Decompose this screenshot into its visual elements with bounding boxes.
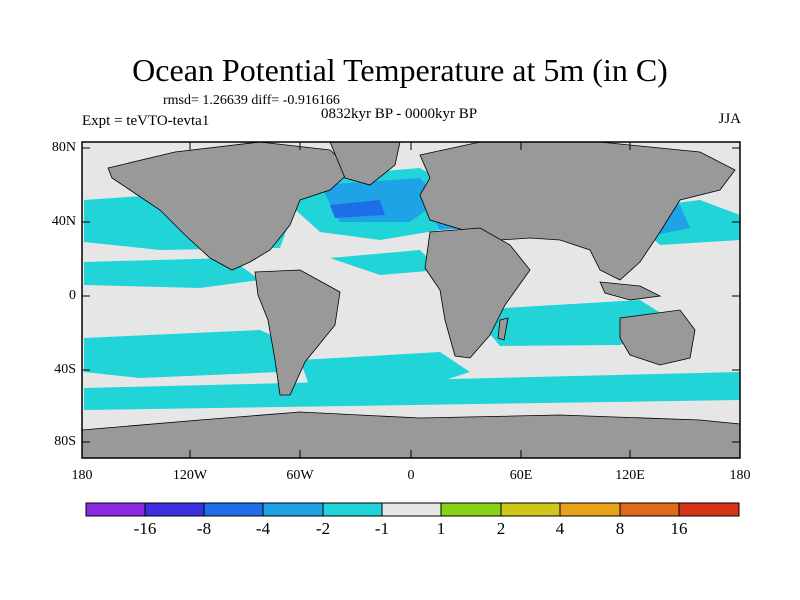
colorbar-box-6: [381, 502, 442, 517]
y-label-80s: 80S: [54, 434, 76, 449]
y-label-80n: 80N: [51, 140, 76, 155]
colorbar-label-5: -1: [374, 519, 390, 538]
equatorial-atlantic-cooling: [330, 250, 440, 275]
strongest-cooling-regions: [330, 200, 385, 218]
map-title: Ocean Potential Temperature at 5m (in C): [132, 52, 668, 88]
land-masses: [81, 141, 741, 459]
colorbar-box-9: [559, 502, 621, 517]
colorbar-box-10: [619, 502, 680, 517]
colorbar-box-3: [203, 502, 264, 517]
colorbar-box-8: [500, 502, 561, 517]
x-label-120e: 120E: [615, 468, 645, 483]
colorbar-box-2: [144, 502, 205, 517]
land-africa: [424, 227, 531, 359]
land-south-america: [254, 269, 341, 396]
experiment-label: Expt = teVTO-tevta1: [82, 113, 210, 129]
south-pacific-cooling: [84, 330, 300, 378]
southern-ocean-cooling: [84, 372, 740, 410]
y-label-40n: 40N: [51, 214, 76, 229]
gulf-stream-strongest: [330, 200, 385, 218]
colorbar-label-7: 2: [496, 519, 506, 538]
colorbar-box-4: [262, 502, 324, 517]
land-madagascar: [497, 317, 509, 341]
colorbar-label-9: 8: [615, 519, 625, 538]
season-label: JJA: [718, 111, 741, 127]
x-label-180w: 180: [71, 468, 93, 483]
x-label-120w: 120W: [172, 468, 208, 483]
x-label-180e: 180: [729, 468, 751, 483]
land-eurasia: [419, 141, 736, 281]
colorbar-box-7: [440, 502, 502, 517]
colorbar-label-8: 4: [555, 519, 565, 538]
colorbar-box-11: [678, 502, 740, 517]
period-label: 0832kyr BP - 0000kyr BP: [321, 106, 478, 122]
pacific-mid-cooling: [84, 258, 260, 288]
colorbar-label-3: -4: [255, 519, 271, 538]
colorbar-label-4: -2: [315, 519, 331, 538]
x-label-60w: 60W: [286, 468, 314, 483]
x-label-0: 0: [407, 468, 415, 483]
colorbar-label-6: 1: [436, 519, 446, 538]
south-atlantic-cooling: [300, 352, 470, 388]
land-maritime-continent: [599, 281, 662, 301]
x-label-60e: 60E: [509, 468, 533, 483]
colorbar-box-5: [322, 502, 383, 517]
land-australia: [619, 309, 696, 366]
land-north-america: [107, 141, 353, 271]
colorbar-label-1: -16: [133, 519, 157, 538]
y-label-0: 0: [69, 288, 76, 303]
axis-ticks: [82, 142, 740, 458]
colorbar-label-2: -8: [196, 519, 212, 538]
stats-label: rmsd= 1.26639 diff= -0.916166: [163, 93, 340, 108]
colorbar: [85, 502, 740, 517]
colorbar-label-10: 16: [670, 519, 688, 538]
y-label-40s: 40S: [54, 362, 76, 377]
colorbar-box-1: [85, 502, 146, 517]
